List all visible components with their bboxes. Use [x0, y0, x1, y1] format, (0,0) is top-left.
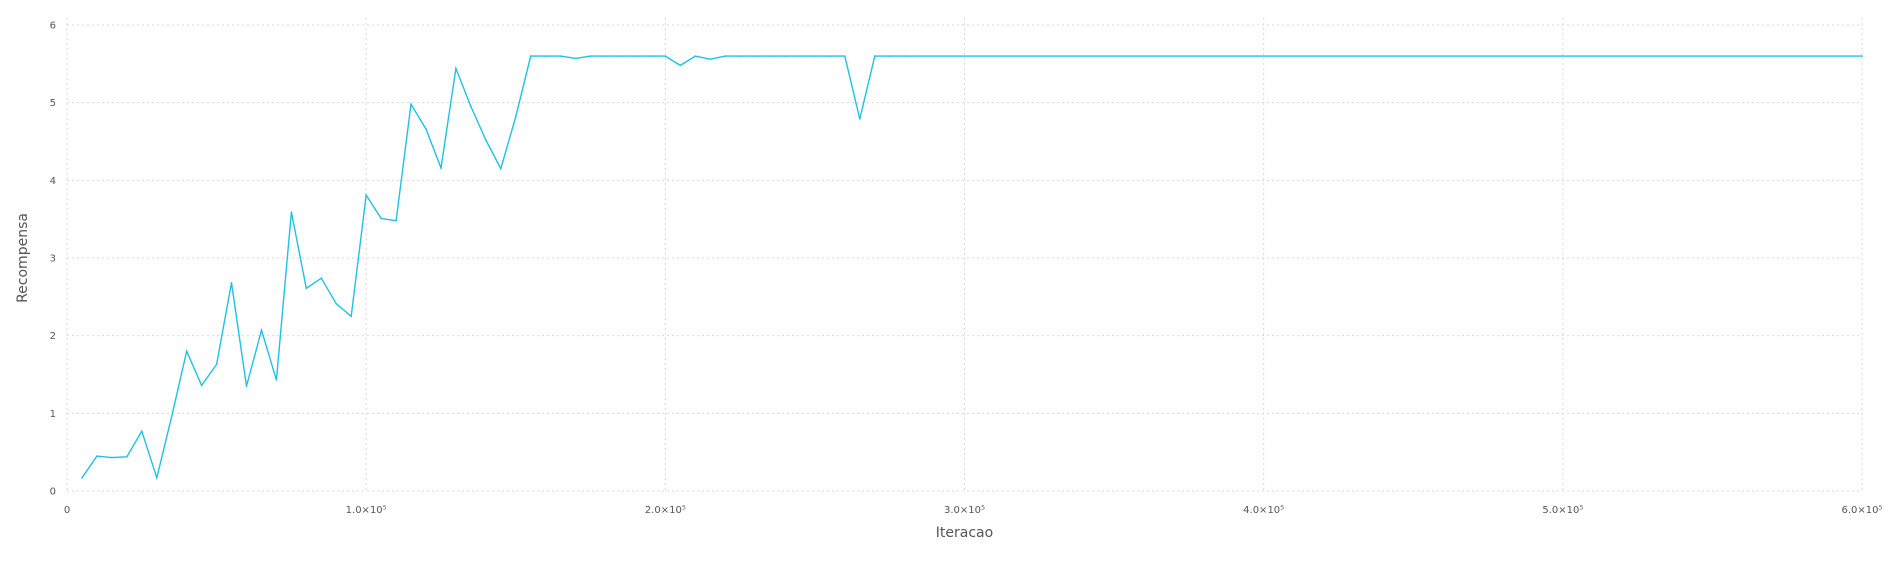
data-point [425, 128, 427, 130]
x-tick-label: 2.0×10⁵ [645, 505, 686, 516]
data-point [470, 105, 472, 108]
data-point [140, 430, 143, 432]
y-axis-title: Recompensa [15, 213, 31, 303]
data-point [305, 287, 308, 290]
y-tick-label: 6 [50, 21, 56, 32]
data-point [335, 303, 338, 305]
data-point [245, 385, 248, 387]
data-point [619, 55, 622, 57]
y-tick-label: 4 [50, 176, 56, 187]
data-point [724, 55, 726, 57]
data-point [290, 211, 293, 213]
data-point [559, 55, 562, 57]
data-point [529, 55, 532, 57]
data-point [799, 55, 801, 57]
data-point [888, 55, 891, 57]
data-point [200, 384, 203, 387]
data-point [350, 315, 353, 318]
grid [66, 18, 1863, 492]
data-point [440, 167, 442, 169]
data-point [634, 55, 637, 57]
data-point [155, 476, 158, 479]
y-tick-label: 1 [50, 409, 56, 420]
x-tick-label: 1.0×10⁵ [346, 505, 387, 516]
data-point [126, 456, 128, 458]
data-point [96, 455, 98, 457]
data-point [844, 55, 846, 57]
data-point [709, 58, 712, 60]
x-tick-label: 5.0×10⁵ [1542, 505, 1583, 516]
data-point [395, 219, 397, 222]
data-point [589, 55, 592, 57]
data-point [574, 57, 577, 60]
tick-labels: 0 1 2 3 4 5 6 0 1.0×10⁵ 2.0×10⁵ 3.0×10⁵ 4.0×10⁵ 5.0×… [50, 21, 1883, 517]
data-point [769, 55, 771, 57]
data-point [754, 55, 756, 57]
data-point [455, 67, 457, 70]
series-layer [81, 55, 1863, 481]
data-point [829, 55, 831, 57]
data-point [499, 167, 502, 170]
data-point [1861, 55, 1863, 57]
x-tick-label: 3.0×10⁵ [944, 505, 985, 516]
data-point [739, 55, 741, 57]
data-point [784, 55, 786, 57]
x-axis-title: Iteracao [936, 525, 993, 541]
data-point [215, 363, 218, 366]
data-point [514, 115, 517, 118]
data-point [485, 139, 487, 141]
data-point [320, 277, 323, 279]
data-point [170, 415, 173, 418]
data-point [858, 118, 861, 120]
data-point [544, 55, 547, 57]
y-tick-label: 0 [50, 487, 56, 498]
data-point [873, 55, 876, 57]
data-point [81, 476, 83, 479]
data-point [185, 350, 188, 353]
series-line [81, 55, 1862, 481]
data-point [380, 217, 382, 220]
data-point [365, 194, 367, 196]
data-point [111, 456, 113, 459]
data-point [814, 55, 816, 57]
y-tick-label: 5 [50, 98, 56, 109]
data-point [410, 103, 412, 106]
data-point [664, 55, 667, 57]
data-point [649, 55, 652, 57]
data-point [604, 55, 607, 57]
x-tick-label: 6.0×10⁵ [1841, 505, 1882, 516]
data-point [694, 55, 697, 57]
x-tick-label: 0 [64, 505, 70, 516]
y-tick-label: 3 [50, 254, 56, 265]
y-tick-label: 2 [50, 331, 56, 342]
data-point [260, 329, 263, 332]
data-point [230, 282, 233, 284]
data-point [275, 379, 278, 381]
x-tick-label: 4.0×10⁵ [1243, 505, 1284, 516]
data-point [679, 64, 682, 67]
data-point [903, 55, 906, 57]
